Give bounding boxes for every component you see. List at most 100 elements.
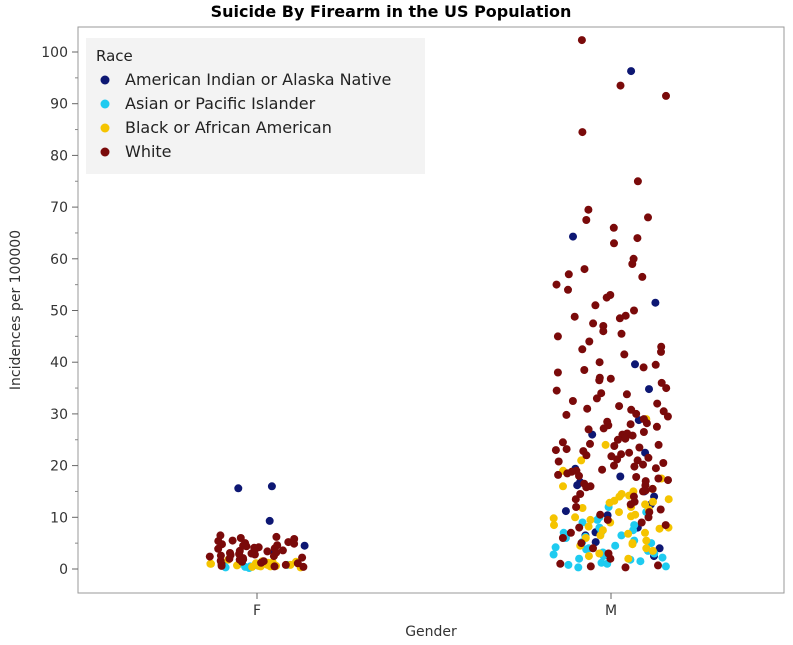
point — [628, 540, 637, 549]
point — [562, 445, 571, 454]
point — [580, 366, 589, 374]
point — [574, 563, 583, 572]
point — [567, 467, 576, 476]
point — [226, 551, 235, 559]
point — [628, 431, 637, 440]
point — [604, 421, 613, 430]
point — [572, 503, 581, 511]
point — [589, 544, 597, 553]
point — [553, 332, 562, 341]
point — [661, 521, 670, 530]
point — [642, 544, 651, 553]
point — [578, 128, 587, 137]
point — [586, 562, 595, 571]
point — [206, 559, 215, 568]
point — [633, 456, 642, 465]
point — [577, 36, 586, 45]
point — [654, 474, 663, 483]
point — [630, 462, 639, 471]
point — [624, 554, 633, 563]
point — [569, 232, 577, 241]
point — [639, 363, 648, 372]
point — [658, 553, 667, 562]
point — [591, 301, 600, 310]
point — [578, 504, 587, 512]
point — [617, 329, 626, 338]
point — [621, 563, 630, 572]
y-tick-label-30: 30 — [50, 407, 68, 423]
point — [556, 559, 565, 568]
point — [582, 216, 591, 224]
point — [630, 306, 638, 315]
point — [607, 452, 616, 461]
point — [642, 419, 651, 428]
point — [610, 442, 619, 450]
point — [272, 532, 281, 541]
point — [584, 425, 593, 434]
point — [558, 534, 567, 542]
point — [653, 399, 662, 408]
point — [620, 350, 629, 359]
point — [571, 495, 580, 504]
point — [641, 528, 649, 537]
point — [606, 374, 615, 383]
point — [595, 549, 604, 558]
point — [613, 435, 622, 444]
legend-box — [86, 38, 425, 174]
point — [641, 486, 650, 495]
point — [598, 465, 607, 474]
point — [631, 360, 639, 369]
point — [595, 376, 604, 385]
point — [550, 521, 558, 530]
point — [265, 516, 274, 525]
y-tick-label-80: 80 — [50, 148, 68, 164]
point — [617, 531, 626, 540]
y-tick-label-10: 10 — [50, 510, 68, 526]
point — [575, 471, 583, 480]
point — [662, 384, 671, 393]
point — [551, 543, 560, 552]
point — [626, 420, 635, 429]
point — [549, 550, 558, 559]
point — [638, 272, 647, 281]
point — [584, 205, 593, 214]
point — [632, 473, 641, 481]
point — [622, 390, 631, 399]
point — [610, 239, 618, 248]
point — [564, 560, 573, 569]
y-tick-label-40: 40 — [50, 355, 68, 371]
point — [644, 213, 652, 222]
point — [595, 358, 604, 367]
point — [554, 457, 563, 466]
point — [575, 523, 584, 532]
point — [605, 498, 614, 507]
point — [625, 448, 634, 457]
point — [570, 312, 579, 321]
point — [639, 460, 647, 469]
point — [558, 438, 567, 447]
point — [656, 505, 665, 514]
point — [635, 443, 644, 452]
point — [586, 439, 594, 448]
legend-title: Race — [96, 47, 133, 65]
legend: Race American Indian or Alaska Native Asi… — [86, 38, 425, 174]
legend-marker — [100, 147, 110, 157]
y-tick-label-20: 20 — [50, 459, 68, 475]
point — [214, 544, 223, 553]
point — [592, 394, 601, 403]
point — [648, 546, 657, 555]
point — [575, 554, 584, 563]
point — [582, 483, 591, 492]
point — [250, 543, 259, 552]
legend-marker — [100, 75, 110, 85]
point — [552, 280, 561, 289]
point — [636, 557, 645, 566]
point — [616, 472, 625, 481]
legend-items: American Indian or Alaska Native Asian or… — [100, 70, 391, 161]
point — [584, 522, 593, 531]
point — [577, 539, 586, 548]
point — [549, 514, 558, 523]
point — [580, 265, 589, 274]
point — [576, 490, 585, 498]
